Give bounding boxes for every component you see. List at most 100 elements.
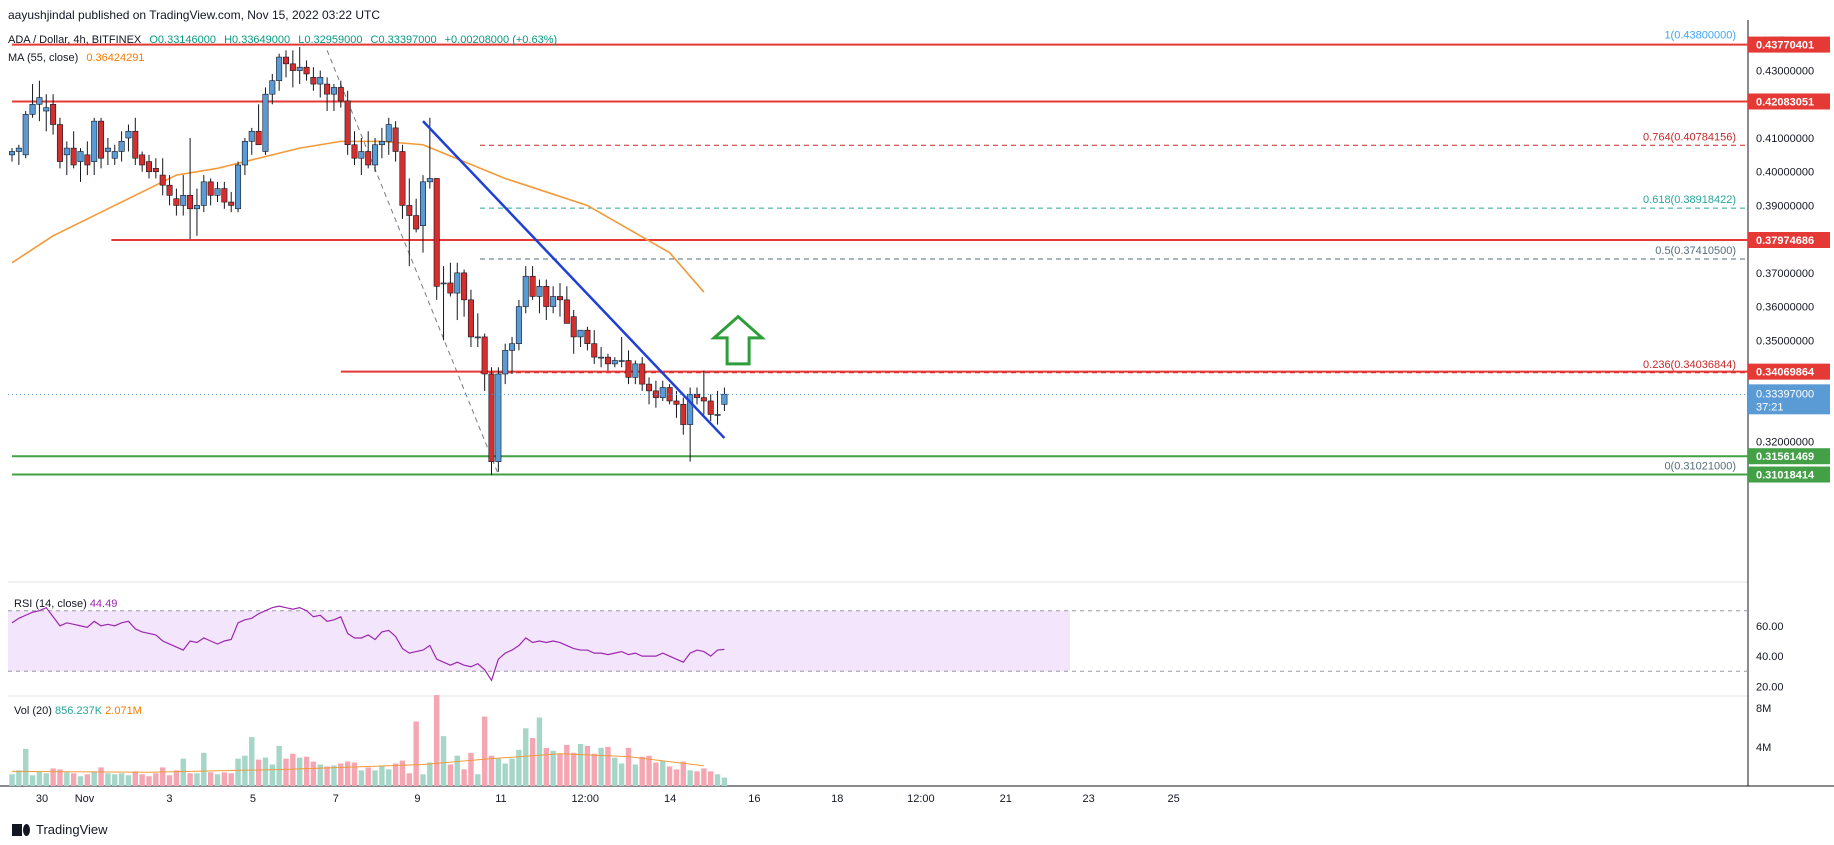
candle-body[interactable]	[84, 154, 91, 166]
candle-body[interactable]	[276, 56, 283, 81]
candle-body[interactable]	[22, 114, 29, 156]
volume-bar[interactable]	[57, 769, 63, 786]
candle-body[interactable]	[461, 272, 468, 301]
volume-bar[interactable]	[173, 770, 180, 786]
candle-body[interactable]	[330, 87, 337, 95]
volume-bar[interactable]	[160, 767, 166, 786]
candle-body[interactable]	[310, 77, 317, 85]
candle-body[interactable]	[139, 154, 146, 166]
rsi-legend[interactable]: RSI (14, close) 44.49	[14, 598, 117, 610]
candle-body[interactable]	[221, 188, 228, 203]
candle-body[interactable]	[440, 282, 447, 285]
volume-bar[interactable]	[29, 775, 36, 786]
candle-body[interactable]	[584, 329, 591, 344]
volume-bar[interactable]	[105, 773, 111, 786]
volume-bar[interactable]	[228, 773, 234, 786]
volume-bar[interactable]	[194, 773, 200, 786]
volume-bar[interactable]	[269, 764, 275, 786]
volume-bar[interactable]	[207, 772, 214, 786]
candle-body[interactable]	[481, 336, 488, 375]
volume-bar[interactable]	[283, 758, 289, 786]
volume-bar[interactable]	[77, 776, 84, 786]
volume-bar[interactable]	[495, 758, 502, 786]
volume-bar[interactable]	[324, 766, 330, 786]
volume-bar[interactable]	[557, 753, 563, 786]
candle-body[interactable]	[351, 144, 358, 159]
candle-body[interactable]	[550, 296, 557, 307]
candle-body[interactable]	[406, 205, 413, 216]
volume-bar[interactable]	[372, 770, 378, 786]
volume-bar[interactable]	[112, 774, 118, 786]
candle-body[interactable]	[166, 184, 173, 196]
volume-bar[interactable]	[365, 767, 371, 786]
candle-body[interactable]	[255, 130, 262, 146]
volume-bar[interactable]	[680, 761, 686, 786]
candle-body[interactable]	[652, 390, 659, 398]
candle-body[interactable]	[419, 181, 426, 226]
volume-bar[interactable]	[523, 728, 529, 786]
volume-bar[interactable]	[721, 777, 728, 786]
candle-body[interactable]	[337, 87, 344, 102]
volume-bar[interactable]	[290, 753, 296, 786]
candle-body[interactable]	[700, 397, 707, 402]
candle-body[interactable]	[269, 80, 276, 95]
candle-body[interactable]	[392, 127, 399, 152]
volume-bar[interactable]	[351, 762, 358, 786]
volume-bar[interactable]	[571, 752, 577, 786]
volume-bar[interactable]	[180, 758, 186, 786]
volume-bar[interactable]	[317, 764, 323, 786]
candle-body[interactable]	[488, 373, 495, 462]
candle-body[interactable]	[639, 363, 646, 385]
volume-bar[interactable]	[632, 764, 639, 786]
volume-bar[interactable]	[118, 773, 125, 786]
volume-bar[interactable]	[666, 766, 673, 786]
volume-bar[interactable]	[475, 774, 481, 786]
volume-bar[interactable]	[50, 768, 56, 786]
candle-body[interactable]	[522, 275, 529, 307]
candle-body[interactable]	[36, 97, 43, 105]
volume-bar[interactable]	[646, 755, 652, 786]
candle-body[interactable]	[378, 141, 385, 146]
volume-bar[interactable]	[153, 773, 159, 786]
volume-bar[interactable]	[564, 744, 570, 786]
candle-body[interactable]	[262, 93, 269, 152]
candle-body[interactable]	[399, 151, 406, 206]
volume-bar[interactable]	[708, 771, 714, 786]
candle-body[interactable]	[515, 306, 522, 344]
volume-bar[interactable]	[550, 750, 556, 786]
candle-body[interactable]	[111, 151, 118, 159]
volume-bar[interactable]	[132, 771, 138, 786]
volume-bar[interactable]	[598, 747, 604, 786]
candle-body[interactable]	[9, 151, 16, 156]
volume-bar[interactable]	[139, 774, 145, 786]
candle-body[interactable]	[146, 161, 153, 173]
volume-bar[interactable]	[420, 774, 426, 786]
candle-body[interactable]	[577, 329, 584, 338]
volume-bar[interactable]	[276, 745, 282, 786]
candle-body[interactable]	[303, 66, 310, 75]
candle-body[interactable]	[29, 103, 36, 115]
volume-bar[interactable]	[406, 773, 412, 786]
candle-body[interactable]	[433, 178, 440, 287]
volume-bar[interactable]	[125, 775, 132, 786]
candle-body[interactable]	[77, 151, 84, 162]
candle-body[interactable]	[235, 164, 242, 210]
candle-body[interactable]	[173, 198, 180, 206]
volume-bar[interactable]	[214, 774, 221, 786]
volume-bar[interactable]	[255, 759, 262, 786]
volume-bar[interactable]	[653, 762, 659, 786]
volume-bar[interactable]	[468, 752, 474, 786]
volume-bar[interactable]	[338, 763, 344, 786]
candle-body[interactable]	[570, 316, 577, 338]
candle-body[interactable]	[502, 350, 509, 375]
volume-bar[interactable]	[221, 772, 228, 786]
candle-body[interactable]	[118, 141, 125, 152]
volume-bar[interactable]	[529, 738, 536, 786]
candle-body[interactable]	[467, 299, 474, 338]
volume-bar[interactable]	[379, 765, 385, 786]
candle-body[interactable]	[680, 404, 687, 425]
volume-bar[interactable]	[262, 757, 269, 786]
volume-bar[interactable]	[618, 763, 625, 786]
candle-body[interactable]	[687, 393, 694, 425]
